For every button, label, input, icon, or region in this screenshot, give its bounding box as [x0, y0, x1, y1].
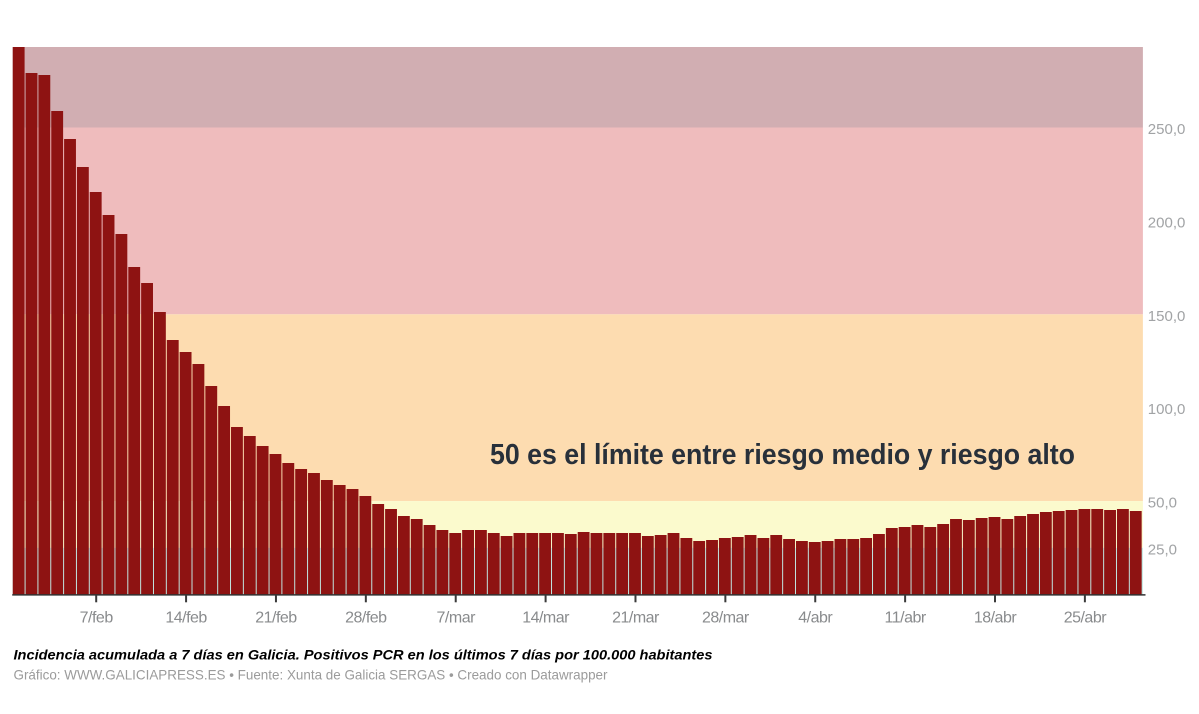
svg-text:14/feb: 14/feb	[165, 610, 207, 627]
svg-text:50 es el límite entre riesgo m: 50 es el límite entre riesgo medio y rie…	[490, 439, 1075, 471]
svg-text:100,0: 100,0	[1148, 401, 1186, 418]
svg-text:200,0: 200,0	[1148, 214, 1186, 231]
svg-text:Gráfico: WWW.GALICIAPRESS.ES •: Gráfico: WWW.GALICIAPRESS.ES • Fuente: X…	[14, 667, 608, 683]
svg-text:25,0: 25,0	[1148, 541, 1177, 558]
svg-text:25/abr: 25/abr	[1064, 610, 1108, 627]
svg-text:50,0: 50,0	[1148, 495, 1177, 512]
svg-text:21/feb: 21/feb	[255, 610, 297, 627]
svg-text:18/abr: 18/abr	[974, 610, 1018, 627]
svg-text:14/mar: 14/mar	[522, 610, 570, 627]
svg-text:250,0: 250,0	[1148, 121, 1186, 138]
svg-text:11/abr: 11/abr	[885, 610, 927, 627]
svg-text:150,0: 150,0	[1148, 308, 1186, 325]
svg-text:4/abr: 4/abr	[798, 610, 833, 627]
svg-text:Incidencia acumulada a 7 días: Incidencia acumulada a 7 días en Galicia…	[14, 647, 713, 663]
svg-text:28/feb: 28/feb	[345, 610, 387, 627]
svg-text:21/mar: 21/mar	[612, 610, 660, 627]
svg-text:28/mar: 28/mar	[702, 610, 750, 627]
svg-text:7/mar: 7/mar	[437, 610, 477, 627]
svg-text:7/feb: 7/feb	[80, 610, 114, 627]
